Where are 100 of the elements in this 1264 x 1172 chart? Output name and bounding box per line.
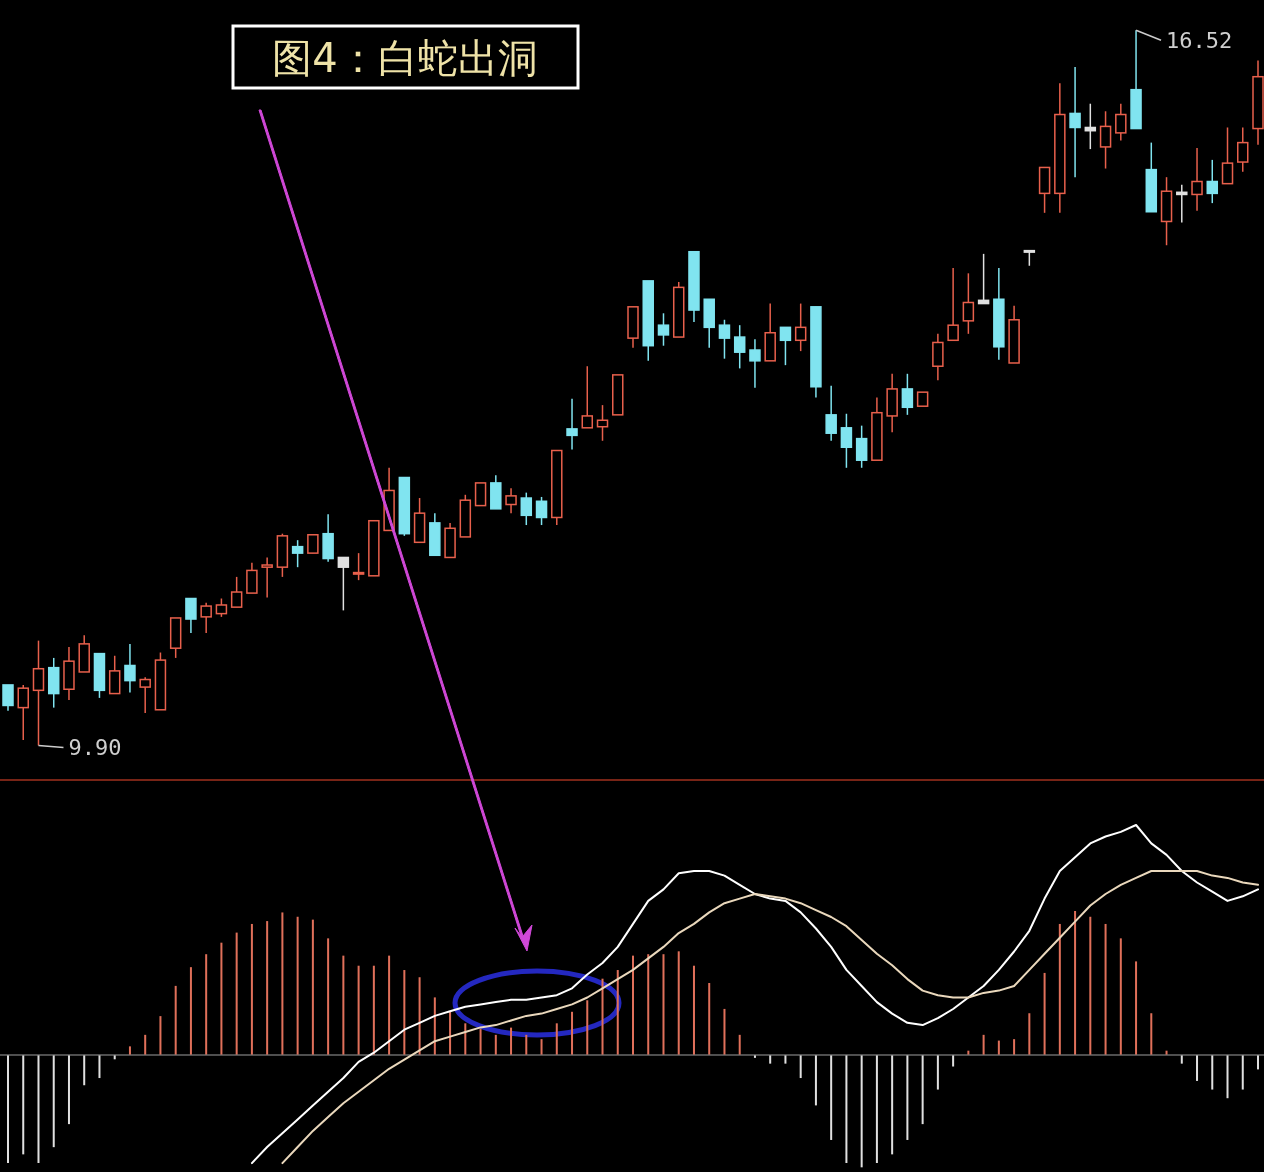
candlestick	[962, 272, 975, 335]
bar	[1226, 1055, 1229, 1099]
bar	[1119, 938, 1122, 1055]
bar	[1196, 1055, 1199, 1081]
candlestick	[307, 534, 319, 554]
candlestick	[200, 602, 212, 634]
bar	[738, 1034, 741, 1055]
bar	[723, 1008, 726, 1055]
candlestick	[718, 319, 731, 360]
bar	[784, 1055, 787, 1064]
candlestick	[139, 676, 151, 714]
candlestick	[291, 539, 304, 568]
bar	[250, 923, 253, 1055]
bar	[205, 954, 208, 1055]
candlestick	[566, 397, 578, 451]
bar	[37, 1055, 40, 1163]
bar	[1089, 916, 1092, 1055]
candlestick	[1176, 183, 1188, 224]
bar	[936, 1055, 939, 1090]
bar	[1104, 923, 1107, 1055]
bar	[632, 955, 634, 1055]
bar	[1150, 1013, 1153, 1055]
bar	[220, 942, 223, 1055]
candlestick	[474, 482, 487, 507]
bar	[174, 985, 177, 1055]
bar	[144, 1034, 147, 1055]
bar	[388, 955, 391, 1055]
bar	[433, 997, 436, 1055]
candlestick	[749, 338, 761, 389]
bar	[830, 1055, 833, 1140]
candlestick	[185, 597, 197, 634]
bar	[1180, 1055, 1183, 1064]
bar	[22, 1055, 25, 1155]
bar	[1257, 1055, 1259, 1070]
bar	[555, 1023, 558, 1055]
bar	[662, 954, 665, 1055]
bar	[98, 1055, 101, 1079]
candlestick	[1221, 126, 1234, 185]
bar	[1028, 1013, 1031, 1055]
bar	[814, 1055, 817, 1106]
bar	[189, 967, 192, 1055]
bar	[52, 1055, 55, 1148]
bar	[479, 1029, 482, 1055]
candlestick	[825, 384, 837, 442]
candlestick	[215, 597, 228, 618]
candlestick	[124, 643, 136, 694]
bar	[845, 1055, 848, 1163]
bar	[296, 916, 299, 1055]
bar	[1058, 923, 1061, 1055]
bar	[159, 1016, 162, 1055]
bar	[1043, 972, 1046, 1055]
bar	[449, 1011, 452, 1055]
bar	[875, 1055, 878, 1163]
candlestick	[581, 365, 594, 429]
bar	[586, 1000, 589, 1055]
bar	[769, 1055, 772, 1064]
bar	[266, 921, 269, 1055]
bar	[1013, 1039, 1016, 1055]
bar	[403, 970, 406, 1055]
bar	[372, 965, 375, 1055]
candlestick	[840, 413, 853, 469]
candlestick	[1206, 159, 1219, 204]
bar	[357, 965, 360, 1055]
candlestick	[108, 655, 121, 695]
bar	[494, 1034, 497, 1055]
candlestick	[794, 302, 807, 352]
bar	[616, 970, 619, 1055]
bar	[281, 912, 284, 1055]
candlestick	[2, 684, 14, 712]
bar	[342, 955, 345, 1055]
bar	[952, 1055, 955, 1067]
candlestick	[505, 487, 517, 514]
bar	[327, 938, 330, 1055]
bar	[1135, 961, 1138, 1055]
bar	[525, 1034, 528, 1055]
bar	[982, 1034, 985, 1055]
bar	[540, 1039, 543, 1055]
candlestick	[1237, 126, 1249, 173]
text: 图4：白蛇出洞	[272, 35, 538, 81]
candlestick	[1069, 66, 1081, 178]
bar	[83, 1055, 86, 1086]
bar	[692, 965, 695, 1055]
candlestick	[733, 324, 746, 370]
bar	[906, 1055, 909, 1140]
bar	[128, 1046, 131, 1055]
candlestick	[1191, 147, 1203, 212]
bar	[1074, 911, 1077, 1055]
bar	[647, 954, 650, 1055]
bar	[7, 1055, 9, 1163]
candlestick	[535, 496, 548, 526]
candlestick	[32, 639, 45, 747]
bar	[1241, 1055, 1244, 1090]
candlestick	[1115, 102, 1127, 142]
candlestick	[855, 424, 868, 469]
bar	[1211, 1055, 1214, 1090]
bar	[571, 1011, 574, 1055]
bar	[677, 951, 680, 1055]
annotation: 16.52	[1166, 28, 1233, 54]
bar	[418, 977, 421, 1055]
candlestick	[17, 684, 29, 741]
